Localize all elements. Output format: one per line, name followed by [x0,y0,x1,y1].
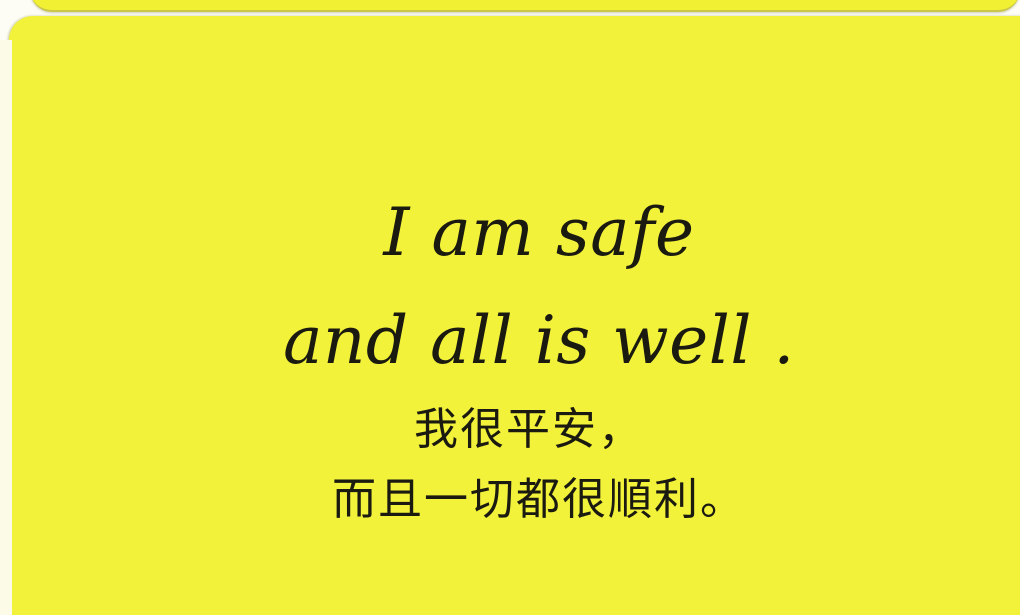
chinese-line-1: 我很平安， [414,404,644,455]
top-card-edge [30,0,1020,12]
left-card-edge [0,40,12,615]
chinese-line-2: 而且一切都很順利。 [332,474,746,525]
affirmation-card: I am safe and all is well . 我很平安， 而且一切都很… [9,16,1020,615]
english-line-1: I am safe [383,194,695,271]
english-line-2: and all is well . [283,302,795,379]
